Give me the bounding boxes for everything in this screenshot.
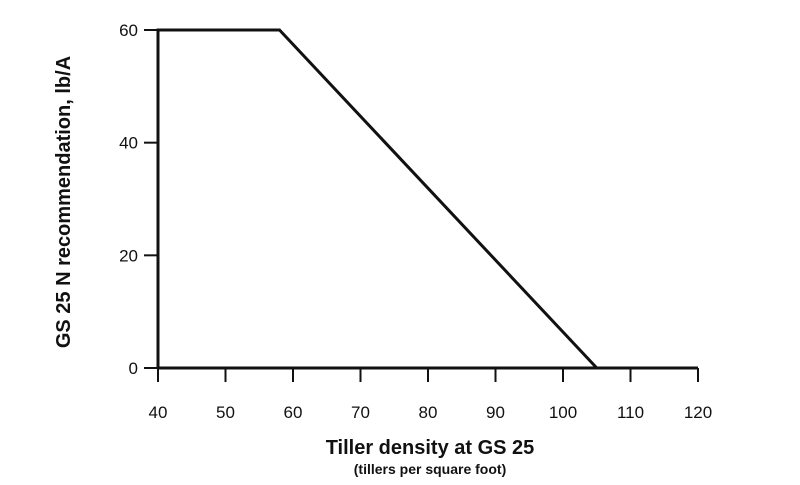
series (156, 28, 698, 370)
series-line (156, 28, 698, 370)
x-tick-label: 60 (284, 403, 303, 422)
axes (156, 30, 698, 370)
y-tick-label: 60 (119, 21, 138, 40)
x-tick-label: 50 (216, 403, 235, 422)
y-tick-label: 40 (119, 134, 138, 153)
ticks: 40 50 60 70 80 90 100 110 120 0 20 40 60 (119, 21, 712, 422)
y-axis-title: GS 25 N recommendation, lb/A (53, 56, 75, 348)
x-tick-label: 40 (149, 403, 168, 422)
x-tick-label: 80 (419, 403, 438, 422)
x-tick-label: 70 (351, 403, 370, 422)
x-axis-title: Tiller density at GS 25 (326, 437, 535, 459)
x-tick-label: 110 (617, 403, 644, 422)
x-tick-label: 100 (549, 403, 577, 422)
x-tick-label: 90 (486, 403, 505, 422)
y-tick-label: 20 (119, 246, 138, 265)
x-tick-label: 120 (684, 403, 712, 422)
y-tick-label: 0 (129, 359, 138, 378)
x-axis-subtitle: (tillers per square foot) (354, 461, 506, 477)
